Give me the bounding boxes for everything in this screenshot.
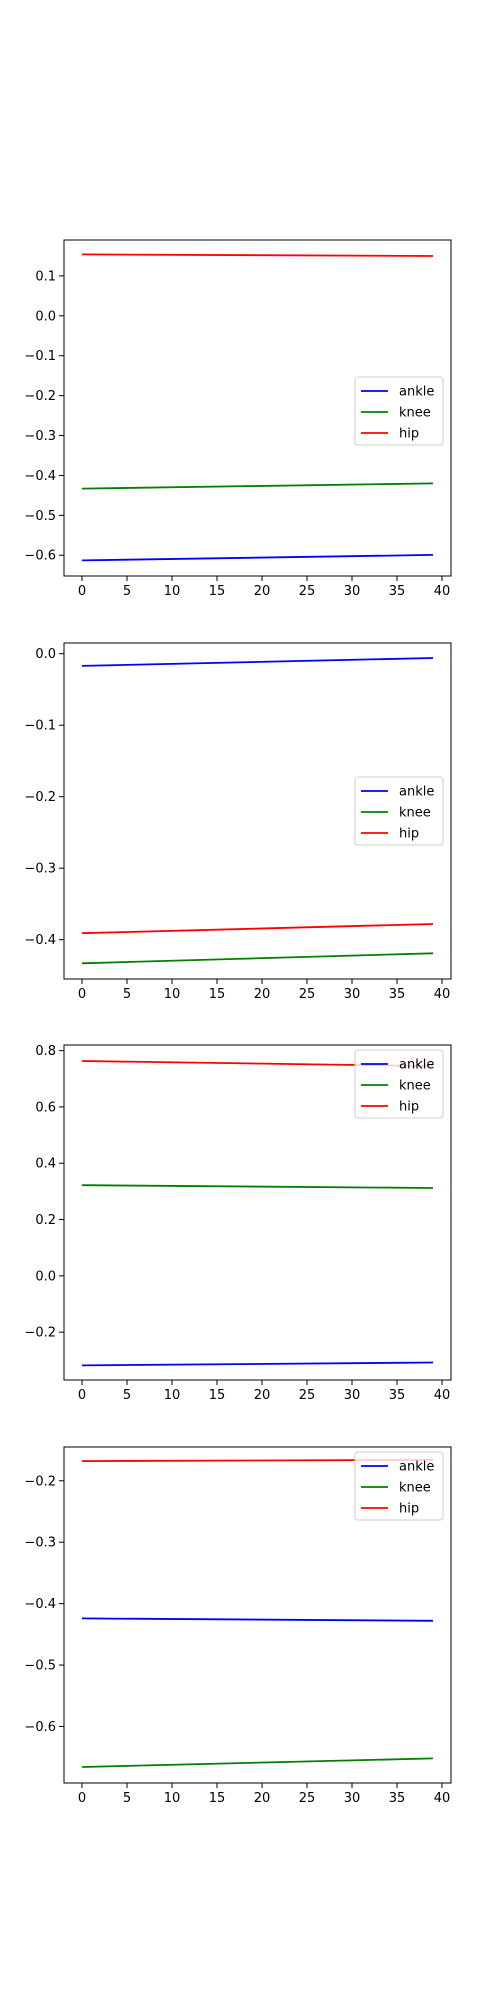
- legend-label-hip: hip: [399, 427, 419, 442]
- legend-box: [354, 1049, 444, 1119]
- x-tick-label: 15: [209, 584, 226, 599]
- legend-box: [354, 376, 444, 446]
- x-tick-label: 35: [389, 1791, 406, 1806]
- x-tick-label: 35: [389, 584, 406, 599]
- series-line-knee: [81, 1757, 434, 1768]
- legend-label-knee: knee: [399, 1481, 431, 1496]
- x-tick-label: 20: [254, 1388, 271, 1403]
- y-tick-label: −0.4: [24, 933, 56, 948]
- x-tick-label: 20: [254, 1791, 271, 1806]
- series-line-ankle: [81, 1361, 434, 1367]
- x-tick-label: 35: [389, 987, 406, 1002]
- x-tick-label: 25: [299, 987, 316, 1002]
- legend-label-hip: hip: [399, 827, 419, 842]
- legend-box: [354, 776, 444, 846]
- x-tick-label: 0: [78, 584, 86, 599]
- x-tick-label: 25: [299, 584, 316, 599]
- series-line-knee: [81, 482, 434, 490]
- y-tick-label: −0.5: [24, 1659, 56, 1674]
- x-tick-label: 40: [434, 584, 451, 599]
- y-tick-label: −0.3: [24, 1536, 56, 1551]
- axes-frame: [63, 1044, 452, 1381]
- y-tick-label: −0.6: [24, 549, 56, 564]
- x-tick-label: 10: [164, 1388, 181, 1403]
- series-line-ankle: [81, 657, 434, 667]
- x-tick-label: 0: [78, 1388, 86, 1403]
- x-tick-label: 0: [78, 1791, 86, 1806]
- y-tick-label: −0.4: [24, 1597, 56, 1612]
- x-tick-label: 10: [164, 987, 181, 1002]
- x-tick-label: 15: [209, 1388, 226, 1403]
- legend-label-knee: knee: [399, 406, 431, 421]
- chart-panel-3: 0 5 10 15 20 25 30 35 40 −0.2 0.0 0.2 0.4 0.6 0.8 ankle…: [24, 1044, 452, 1403]
- series-line-hip: [81, 923, 434, 935]
- x-tick-label: 5: [123, 1791, 131, 1806]
- series-line-hip: [81, 253, 434, 257]
- y-tick-label: −0.2: [24, 790, 56, 805]
- x-tick-label: 20: [254, 584, 271, 599]
- axes-frame: [63, 1446, 452, 1784]
- x-tick-label: 10: [164, 1791, 181, 1806]
- y-tick-label: 0.0: [35, 309, 56, 324]
- x-tick-label: 40: [434, 987, 451, 1002]
- legend-label-knee: knee: [399, 806, 431, 821]
- y-tick-label: −0.1: [24, 349, 56, 364]
- y-tick-label: 0.8: [35, 1044, 56, 1059]
- y-tick-label: −0.2: [24, 1326, 56, 1341]
- x-tick-label: 5: [123, 584, 131, 599]
- y-tick-label: −0.3: [24, 429, 56, 444]
- x-tick-label: 40: [434, 1791, 451, 1806]
- legend-label-hip: hip: [399, 1100, 419, 1115]
- x-tick-label: 25: [299, 1791, 316, 1806]
- legend-label-ankle: ankle: [399, 1058, 434, 1073]
- x-tick-label: 20: [254, 987, 271, 1002]
- legend-label-ankle: ankle: [399, 785, 434, 800]
- x-tick-label: 40: [434, 1388, 451, 1403]
- y-tick-label: 0.0: [35, 647, 56, 662]
- x-tick-label: 30: [344, 1388, 361, 1403]
- y-tick-label: −0.5: [24, 509, 56, 524]
- x-tick-label: 25: [299, 1388, 316, 1403]
- x-tick-label: 0: [78, 987, 86, 1002]
- y-tick-label: 0.2: [35, 1213, 56, 1228]
- axes-frame: [63, 239, 452, 577]
- y-tick-label: 0.6: [35, 1100, 56, 1115]
- legend-label-knee: knee: [399, 1079, 431, 1094]
- y-tick-label: −0.3: [24, 862, 56, 877]
- series-line-knee: [81, 952, 434, 965]
- legend-label-ankle: ankle: [399, 1460, 434, 1475]
- y-tick-label: −0.2: [24, 1474, 56, 1489]
- x-tick-label: 5: [123, 987, 131, 1002]
- x-tick-label: 30: [344, 584, 361, 599]
- series-line-ankle: [81, 1617, 434, 1622]
- legend-label-hip: hip: [399, 1502, 419, 1517]
- y-tick-label: −0.6: [24, 1720, 56, 1735]
- y-tick-label: 0.4: [35, 1157, 56, 1172]
- x-tick-label: 30: [344, 987, 361, 1002]
- chart-panel-2: 0 5 10 15 20 25 30 35 40 −0.4 −0.3 −0.2 −0.1 0.0 ankle…: [24, 642, 452, 1002]
- y-tick-label: −0.1: [24, 719, 56, 734]
- axes-frame: [63, 642, 452, 980]
- x-tick-label: 5: [123, 1388, 131, 1403]
- x-tick-label: 35: [389, 1388, 406, 1403]
- chart-panel-4: 0 5 10 15 20 25 30 35 40 −0.6 −0.5 −0.4 −0.3 −0.2 ankl…: [24, 1446, 452, 1806]
- chart-panel-1: 0 5 10 15 20 25 30 35 40 −0.6 −0.5 −0.4 −0.3 −0.2 −0.1…: [24, 239, 452, 599]
- x-tick-label: 10: [164, 584, 181, 599]
- legend-label-ankle: ankle: [399, 385, 434, 400]
- y-tick-label: −0.4: [24, 469, 56, 484]
- y-tick-label: 0.0: [35, 1269, 56, 1284]
- x-tick-label: 15: [209, 987, 226, 1002]
- legend-box: [354, 1451, 444, 1521]
- series-line-ankle: [81, 554, 434, 562]
- y-tick-label: 0.1: [35, 269, 56, 284]
- x-tick-label: 15: [209, 1791, 226, 1806]
- y-tick-label: −0.2: [24, 389, 56, 404]
- series-line-knee: [81, 1184, 434, 1189]
- x-tick-label: 30: [344, 1791, 361, 1806]
